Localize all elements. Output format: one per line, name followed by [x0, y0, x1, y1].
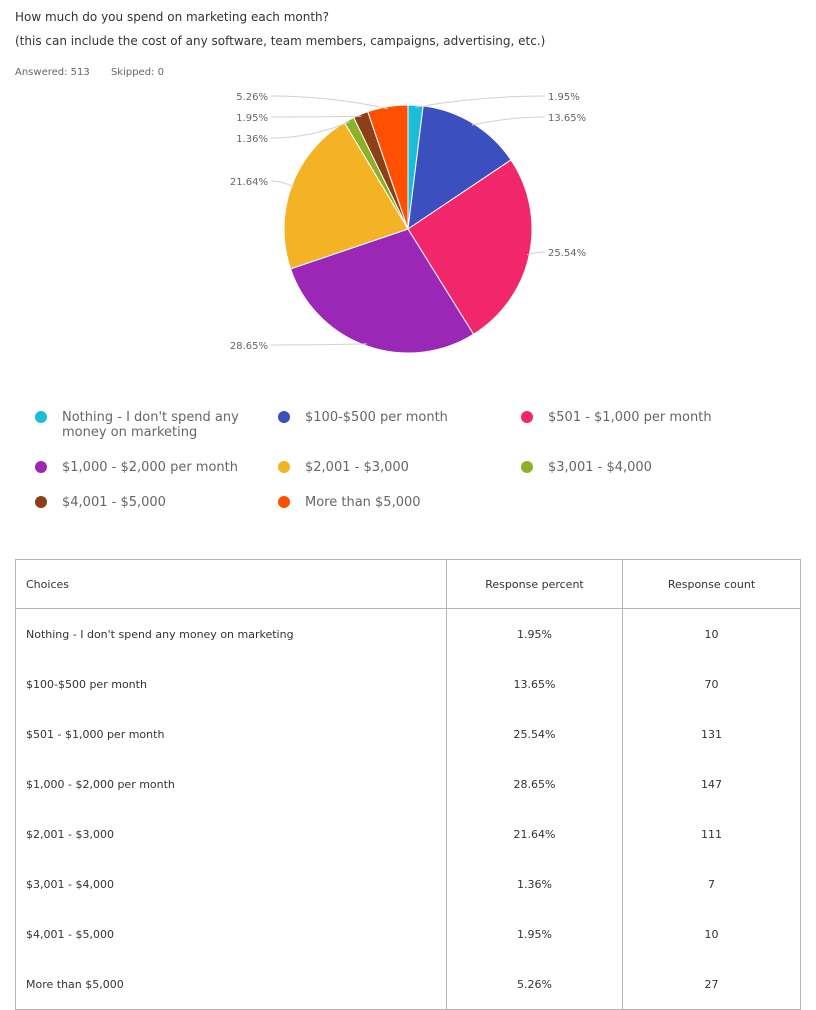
- cell-count: 111: [622, 809, 801, 859]
- pie-slice[interactable]: [407, 159, 533, 335]
- legend-item[interactable]: $1,000 - $2,000 per month: [35, 460, 255, 475]
- legend-swatch: [35, 461, 47, 473]
- table-row: $4,001 - $5,000 1.95% 10: [16, 909, 801, 959]
- legend-item[interactable]: More than $5,000: [278, 495, 498, 510]
- legend-item[interactable]: $2,001 - $3,000: [278, 460, 498, 475]
- cell-percent: 25.54%: [446, 709, 623, 759]
- leader-line: [471, 116, 546, 126]
- cell-choice: $100-$500 per month: [26, 677, 147, 691]
- leader-line: [270, 95, 389, 110]
- leader-line: [415, 95, 546, 108]
- pie-slice[interactable]: [367, 104, 409, 230]
- pie-chart: 1.95% 13.65% 25.54% 28.65% 21.64% 1.36% 1.95% 5…: [230, 92, 586, 354]
- question-title: How much do you spend on marketing each …: [15, 10, 330, 24]
- cell-choice: $3,001 - $4,000: [26, 877, 114, 891]
- results-table: Choices Response percent Response count …: [15, 559, 801, 1010]
- legend-swatch: [521, 461, 533, 473]
- header-response-count: Response count: [622, 559, 801, 609]
- legend-swatch: [35, 496, 47, 508]
- cell-percent: 21.64%: [446, 809, 623, 859]
- cell-count: 70: [622, 659, 801, 709]
- legend-label: $3,001 - $4,000: [548, 460, 652, 475]
- leader-line: [527, 251, 546, 256]
- cell-count: 27: [622, 959, 801, 1010]
- legend-label: More than $5,000: [305, 495, 421, 510]
- table-row: $1,000 - $2,000 per month 28.65% 147: [16, 759, 801, 809]
- legend-swatch: [278, 411, 290, 423]
- data-label: 1.95%: [548, 92, 580, 103]
- response-stats: Answered: 513 Skipped: 0: [15, 67, 182, 78]
- cell-choice: $4,001 - $5,000: [26, 927, 114, 941]
- leader-line: [270, 180, 294, 188]
- data-label: 13.65%: [548, 113, 586, 124]
- table-row: Nothing - I don't spend any money on mar…: [16, 608, 801, 659]
- legend-item[interactable]: $3,001 - $4,000: [521, 460, 741, 475]
- legend-label: $4,001 - $5,000: [62, 495, 166, 510]
- answered-count: Answered: 513: [15, 67, 90, 78]
- cell-choice: $1,000 - $2,000 per month: [26, 777, 175, 791]
- table-row: $2,001 - $3,000 21.64% 111: [16, 809, 801, 859]
- cell-percent: 13.65%: [446, 659, 623, 709]
- legend-label: $501 - $1,000 per month: [548, 410, 712, 425]
- data-label: 1.36%: [236, 134, 268, 145]
- pie-slice[interactable]: [407, 105, 512, 231]
- legend-label: $1,000 - $2,000 per month: [62, 460, 238, 475]
- cell-choice: Nothing - I don't spend any money on mar…: [26, 627, 294, 641]
- legend-label: $2,001 - $3,000: [305, 460, 409, 475]
- table-row: $501 - $1,000 per month 25.54% 131: [16, 709, 801, 759]
- chart-legend: Nothing - I don't spend any money on mar…: [0, 400, 816, 530]
- data-label: 28.65%: [230, 341, 268, 352]
- question-subtitle: (this can include the cost of any softwa…: [15, 34, 546, 48]
- cell-count: 131: [622, 709, 801, 759]
- cell-choice: $2,001 - $3,000: [26, 827, 114, 841]
- cell-percent: 1.36%: [446, 859, 623, 909]
- table-row: $3,001 - $4,000 1.36% 7: [16, 859, 801, 909]
- header-choices: Choices: [15, 559, 447, 609]
- data-label: 25.54%: [548, 248, 586, 259]
- legend-item[interactable]: $501 - $1,000 per month: [521, 410, 741, 425]
- cell-count: 10: [622, 909, 801, 959]
- legend-item[interactable]: $4,001 - $5,000: [35, 495, 255, 510]
- data-label: 1.95%: [236, 113, 268, 124]
- legend-item[interactable]: Nothing - I don't spend any money on mar…: [35, 410, 255, 440]
- leader-line: [270, 115, 362, 118]
- cell-percent: 1.95%: [446, 909, 623, 959]
- legend-swatch: [278, 461, 290, 473]
- legend-item[interactable]: $100-$500 per month: [278, 410, 498, 425]
- header-response-percent: Response percent: [446, 559, 623, 609]
- table-row: $100-$500 per month 13.65% 70: [16, 659, 801, 709]
- data-label: 5.26%: [236, 92, 268, 103]
- cell-choice: More than $5,000: [26, 977, 124, 991]
- cell-percent: 5.26%: [446, 959, 623, 1010]
- legend-label: Nothing - I don't spend any money on mar…: [62, 410, 239, 440]
- cell-count: 7: [622, 859, 801, 909]
- cell-choice: $501 - $1,000 per month: [26, 727, 165, 741]
- table-row: More than $5,000 5.26% 27: [16, 959, 801, 1010]
- pie-slice[interactable]: [289, 228, 475, 354]
- legend-swatch: [35, 411, 47, 423]
- leader-line: [270, 121, 351, 139]
- cell-percent: 28.65%: [446, 759, 623, 809]
- legend-swatch: [278, 496, 290, 508]
- data-label: 21.64%: [230, 177, 268, 188]
- table-header-row: Choices Response percent Response count: [15, 559, 801, 609]
- cell-count: 147: [622, 759, 801, 809]
- cell-percent: 1.95%: [446, 608, 623, 659]
- legend-swatch: [521, 411, 533, 423]
- legend-label: $100-$500 per month: [305, 410, 448, 425]
- skipped-count: Skipped: 0: [110, 67, 164, 78]
- leader-line: [270, 343, 367, 346]
- cell-count: 10: [622, 608, 801, 659]
